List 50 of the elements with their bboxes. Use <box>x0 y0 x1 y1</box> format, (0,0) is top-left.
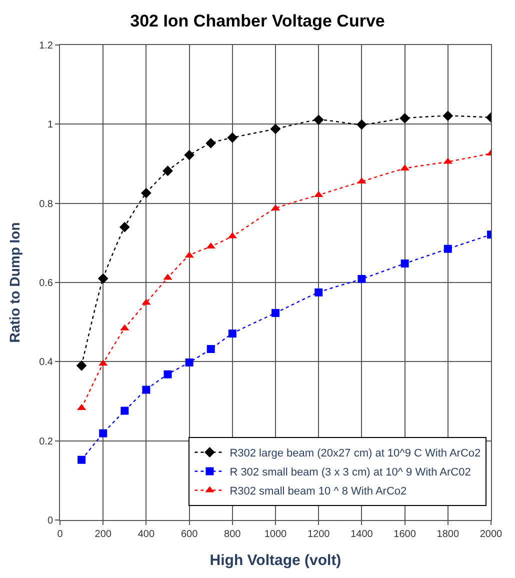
point <box>119 222 130 232</box>
y-tick-label: 0.2 <box>39 436 54 448</box>
y-tick-label: 0.4 <box>39 357 54 368</box>
y-axis-title: Ratio to Dump Ion <box>6 222 23 343</box>
point <box>206 138 216 148</box>
point <box>356 119 367 130</box>
x-axis-title: High Voltage (volt) <box>210 552 342 569</box>
y-tick-label: 1 <box>47 120 54 131</box>
point <box>228 330 236 338</box>
legend-label: R 302 small beam (3 x 3 cm) at 10^ 9 With ArC02 <box>230 466 471 479</box>
point <box>400 113 410 124</box>
legend-label: R302 large beam (20x27 cm) at 10^9 C With ArCo2 <box>230 448 481 460</box>
point <box>164 370 172 378</box>
point <box>442 110 454 122</box>
x-tick-label: 0 <box>57 529 64 540</box>
y-tick-label: 0 <box>47 516 54 526</box>
x-tick-label: 1000 <box>264 529 288 540</box>
x-tick-label: 600 <box>180 529 198 540</box>
legend-label: R302 small beam 10 ^ 8 With ArCo2 <box>230 486 407 498</box>
point <box>185 358 194 366</box>
x-tick-label: 400 <box>138 529 155 540</box>
point <box>270 124 281 134</box>
x-tick-label: 1800 <box>436 529 460 540</box>
point <box>120 406 129 415</box>
point <box>99 429 108 438</box>
point <box>98 273 108 284</box>
y-tick-label: 0.6 <box>39 278 54 289</box>
point <box>444 244 452 253</box>
chart-title: 302 Ion Chamber Voltage Curve <box>130 11 385 30</box>
point <box>358 274 366 283</box>
x-tick-label: 2000 <box>480 529 503 540</box>
point <box>206 345 215 353</box>
x-tick-label: 800 <box>224 529 242 540</box>
x-tick-label: 1600 <box>394 529 416 540</box>
point <box>76 360 87 371</box>
point <box>314 288 323 296</box>
y-tick-label: 1.2 <box>39 40 54 52</box>
point <box>313 114 324 126</box>
point <box>142 386 150 394</box>
point <box>162 166 173 176</box>
x-tick-label: 1200 <box>307 529 330 540</box>
point <box>400 260 409 268</box>
point <box>78 456 86 464</box>
x-tick-label: 200 <box>94 529 112 540</box>
x-tick-label: 1400 <box>350 529 374 540</box>
point <box>184 150 194 160</box>
point <box>227 132 238 143</box>
point <box>141 188 152 198</box>
point <box>272 308 280 317</box>
y-tick-label: 0.8 <box>39 198 54 210</box>
